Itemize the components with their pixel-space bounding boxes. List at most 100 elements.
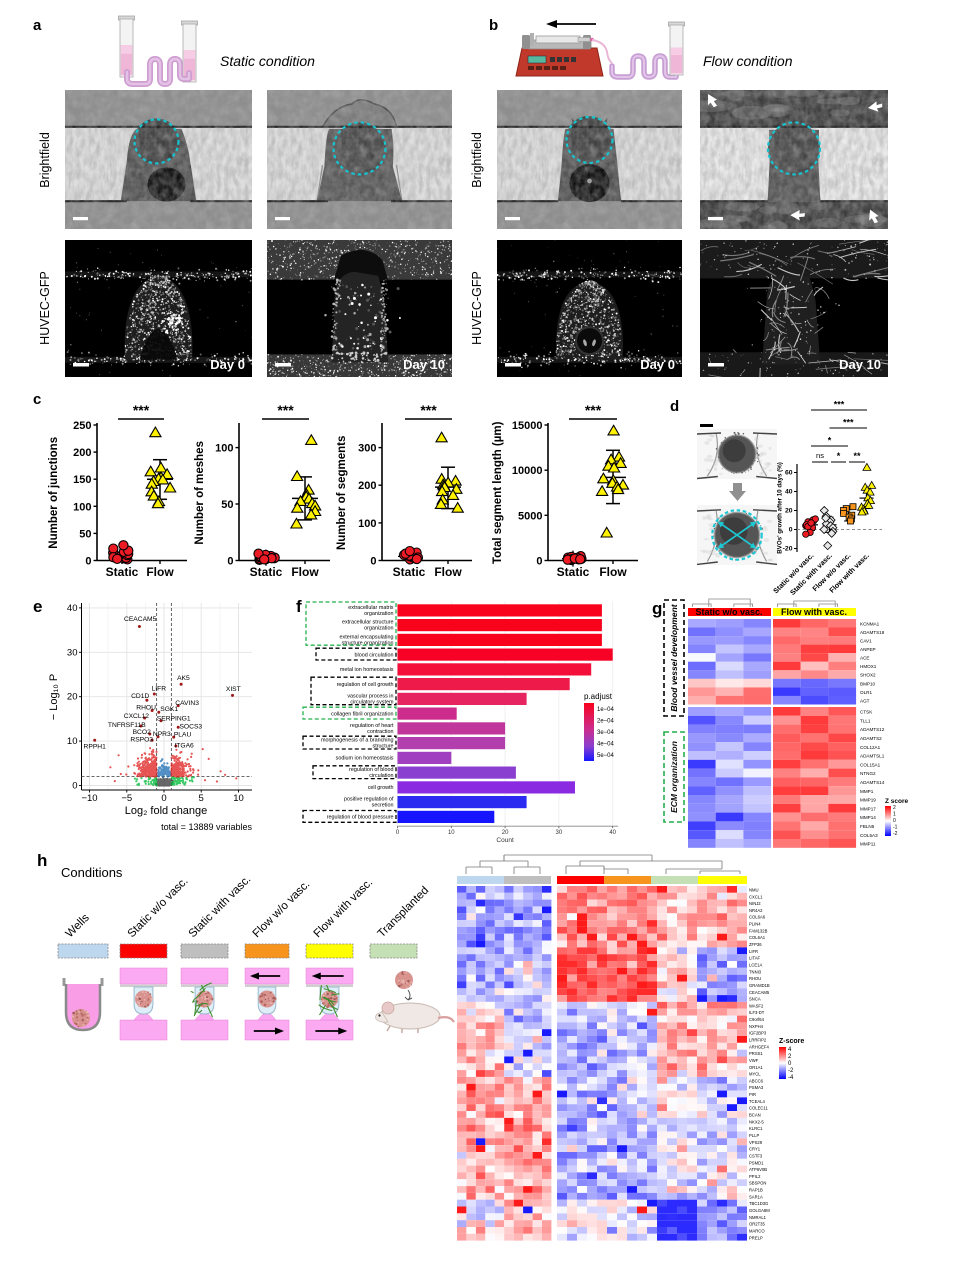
svg-text:50: 50 [79, 528, 91, 540]
svg-text:BMP10: BMP10 [860, 681, 876, 686]
svg-text:4: 4 [788, 1047, 792, 1053]
svg-text:LITAF: LITAF [749, 956, 761, 961]
svg-text:40: 40 [609, 830, 616, 836]
svg-text:TLL1: TLL1 [860, 718, 871, 723]
svg-text:5e−04: 5e−04 [597, 753, 615, 759]
svg-text:***: *** [834, 400, 845, 410]
svg-text:SERPING1: SERPING1 [157, 715, 191, 722]
svg-text:organization: organization [364, 611, 393, 617]
svg-text:0: 0 [536, 556, 542, 568]
svg-text:contraction: contraction [367, 729, 393, 735]
svg-text:NR4A2: NR4A2 [749, 908, 763, 913]
svg-text:10: 10 [67, 736, 78, 747]
svg-text:regulation of blood: regulation of blood [349, 767, 393, 773]
svg-text:Blood vessel development: Blood vessel development [669, 603, 679, 711]
svg-text:BCAN: BCAN [749, 1113, 761, 1118]
svg-text:PRSS1: PRSS1 [749, 1051, 763, 1056]
svg-text:NINJ2: NINJ2 [749, 901, 761, 906]
svg-text:h: h [37, 851, 47, 870]
svg-text:ATP6V0B: ATP6V0B [749, 1167, 767, 1172]
svg-text:sodium ion homeostasis: sodium ion homeostasis [336, 756, 394, 762]
svg-text:HUVEC-GFP: HUVEC-GFP [470, 271, 484, 345]
svg-text:OR2T35: OR2T35 [749, 1222, 765, 1227]
svg-text:FAM132B: FAM132B [749, 928, 768, 933]
svg-text:MMP14: MMP14 [860, 815, 876, 820]
svg-text:Flow with vasc.: Flow with vasc. [781, 607, 847, 617]
svg-text:CD1D: CD1D [131, 693, 149, 700]
svg-text:***: *** [843, 418, 854, 428]
svg-text:*: * [828, 436, 832, 446]
svg-text:BVOs' growth after 10 days (%): BVOs' growth after 10 days (%) [777, 462, 784, 554]
svg-text:MMP17: MMP17 [860, 806, 876, 811]
svg-text:CEACAM5: CEACAM5 [749, 990, 770, 995]
svg-text:Day 10: Day 10 [403, 357, 445, 372]
svg-text:5000: 5000 [518, 510, 542, 522]
svg-text:OLR1: OLR1 [860, 690, 872, 695]
svg-text:Static condition: Static condition [220, 53, 315, 69]
svg-text:100: 100 [358, 518, 376, 530]
svg-text:0: 0 [893, 818, 896, 824]
svg-text:CAVIN3: CAVIN3 [175, 700, 199, 707]
svg-text:Day 0: Day 0 [640, 357, 675, 372]
svg-text:COL6A6: COL6A6 [749, 915, 766, 920]
svg-text:Number of junctions: Number of junctions [48, 437, 60, 549]
svg-text:XIST: XIST [226, 686, 241, 693]
svg-text:ECM organization: ECM organization [669, 741, 679, 813]
svg-text:PSMA3: PSMA3 [749, 1085, 764, 1090]
svg-text:a: a [33, 17, 42, 34]
svg-text:LCE1A: LCE1A [749, 963, 762, 968]
svg-text:−5: −5 [121, 793, 132, 804]
svg-text:Total segment length (µm): Total segment length (µm) [492, 421, 504, 564]
svg-text:ADAMTSL1: ADAMTSL1 [860, 754, 885, 759]
svg-text:PLAU: PLAU [174, 731, 192, 738]
svg-text:KCNMA1: KCNMA1 [860, 621, 880, 626]
svg-text:Static: Static [393, 565, 426, 579]
svg-text:KLRC1: KLRC1 [749, 1126, 763, 1131]
svg-text:2e−04: 2e−04 [597, 719, 615, 725]
svg-text:4e−04: 4e−04 [597, 742, 615, 748]
svg-text:150: 150 [73, 474, 91, 486]
svg-text:Z score: Z score [885, 798, 909, 805]
svg-text:Z-score: Z-score [779, 1038, 804, 1045]
svg-text:organization: organization [364, 626, 393, 632]
svg-text:ZFP36: ZFP36 [749, 942, 762, 947]
svg-text:20: 20 [67, 692, 78, 703]
svg-text:ACE: ACE [860, 656, 869, 661]
svg-text:RAP1B: RAP1B [749, 1188, 763, 1193]
svg-text:0: 0 [72, 781, 77, 792]
svg-text:AK5: AK5 [177, 675, 190, 682]
svg-text:Log₂ fold change: Log₂ fold change [125, 805, 208, 817]
svg-text:structure organization: structure organization [342, 640, 394, 646]
svg-text:SAR1A: SAR1A [749, 1194, 763, 1199]
svg-text:c: c [33, 391, 41, 408]
svg-text:5: 5 [199, 793, 204, 804]
svg-text:-4: -4 [788, 1075, 794, 1081]
svg-text:COL15A1: COL15A1 [860, 762, 881, 767]
svg-text:RPPH1: RPPH1 [84, 743, 107, 750]
svg-text:CXCL12: CXCL12 [124, 713, 150, 720]
svg-text:Flow: Flow [146, 565, 174, 579]
svg-text:f: f [296, 597, 302, 616]
svg-text:HMOX1: HMOX1 [860, 664, 877, 669]
svg-text:OR1A1: OR1A1 [749, 1065, 763, 1070]
svg-text:RHOU: RHOU [136, 704, 156, 711]
svg-text:30: 30 [67, 647, 78, 658]
svg-text:250: 250 [73, 420, 91, 432]
svg-text:Brightfield: Brightfield [470, 132, 484, 188]
svg-text:ARHGEF4: ARHGEF4 [749, 1044, 769, 1049]
svg-text:100: 100 [215, 443, 233, 455]
svg-text:3e−04: 3e−04 [597, 730, 615, 736]
svg-text:vascular process in: vascular process in [347, 694, 393, 700]
svg-text:NKX2-5: NKX2-5 [749, 1119, 764, 1124]
svg-text:VPS29: VPS29 [749, 1140, 763, 1145]
svg-text:PLLP: PLLP [749, 1133, 759, 1138]
svg-text:***: *** [277, 402, 294, 418]
svg-text:regulation of heart: regulation of heart [350, 723, 394, 729]
svg-text:0: 0 [227, 556, 233, 568]
svg-text:COL6A1: COL6A1 [749, 935, 766, 940]
svg-text:−10: −10 [81, 793, 97, 804]
svg-text:RSPO3: RSPO3 [130, 737, 153, 744]
svg-text:ADAMTS2: ADAMTS2 [860, 736, 882, 741]
svg-text:NXPH4: NXPH4 [749, 1024, 764, 1029]
svg-text:40: 40 [785, 489, 793, 496]
